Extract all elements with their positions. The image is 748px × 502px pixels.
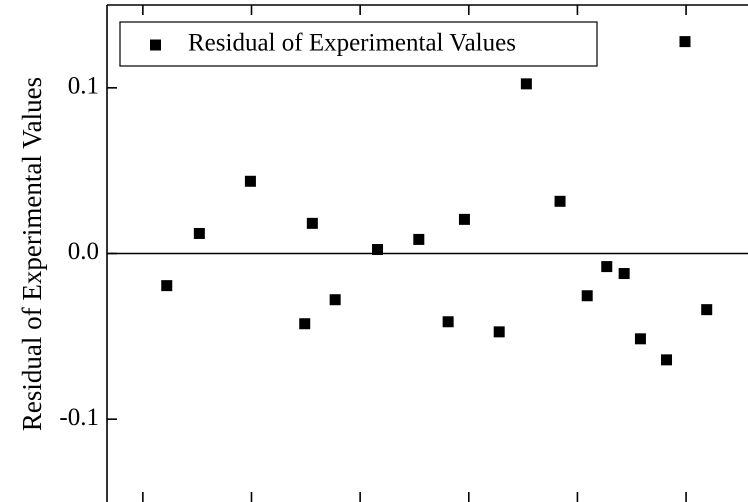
- point: [493, 326, 505, 338]
- point: [413, 233, 425, 245]
- y-tick-label: 0.1: [68, 73, 99, 100]
- point: [458, 213, 470, 225]
- point: [618, 268, 630, 280]
- point: [701, 304, 713, 316]
- point: [244, 175, 256, 187]
- legend-marker: [150, 39, 161, 51]
- point: [661, 354, 673, 366]
- y-axis-label: Residual of Experimental Values: [17, 77, 47, 431]
- y-tick-label: 0.0: [68, 238, 99, 265]
- point: [679, 36, 691, 48]
- point: [520, 78, 532, 90]
- point: [193, 227, 205, 239]
- point: [372, 244, 384, 256]
- point: [442, 316, 454, 328]
- point: [161, 280, 173, 292]
- y-tick-label: -0.1: [59, 404, 99, 431]
- legend-label: Residual of Experimental Values: [188, 30, 516, 57]
- point: [329, 294, 341, 306]
- point: [306, 217, 318, 229]
- point: [601, 261, 613, 273]
- point: [554, 195, 566, 207]
- legend-box: [119, 21, 598, 67]
- point: [634, 333, 646, 345]
- point: [581, 290, 593, 302]
- point: [299, 318, 311, 330]
